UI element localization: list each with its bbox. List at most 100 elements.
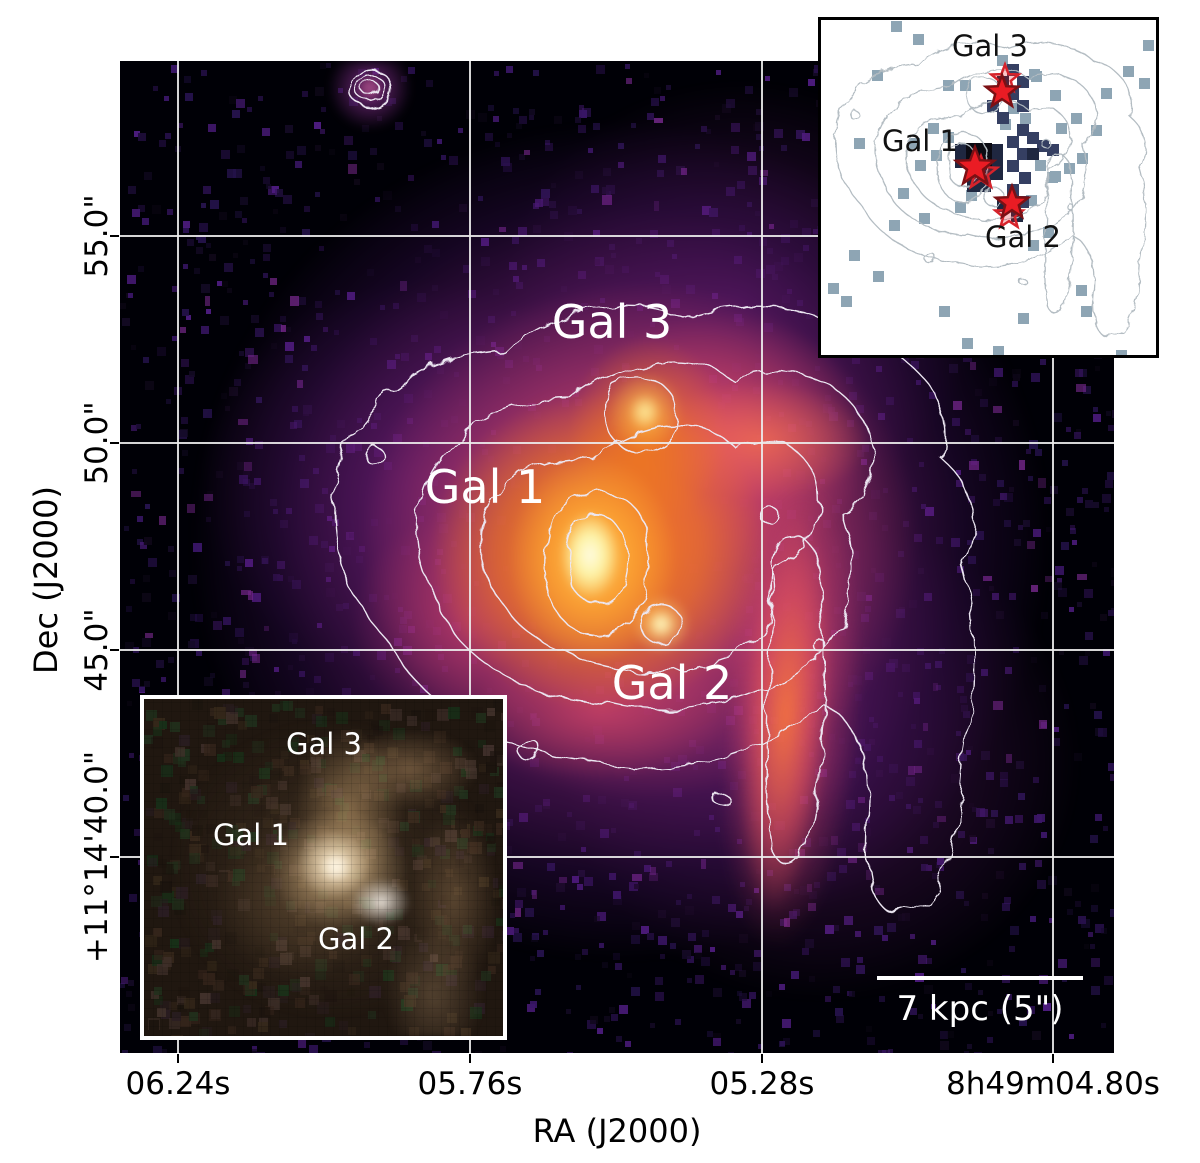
counts-square — [991, 144, 1003, 156]
counts-square — [997, 55, 1008, 66]
counts-square — [1064, 163, 1075, 174]
x-tick-label: 06.24s — [125, 1066, 231, 1102]
x-tick-label: 05.28s — [709, 1066, 815, 1102]
grid-line-vertical — [469, 61, 471, 1053]
counts-square — [1007, 160, 1019, 172]
counts-square — [1017, 76, 1029, 88]
counts-square — [1056, 123, 1067, 134]
star-marker — [982, 71, 1022, 109]
x-axis-title: RA (J2000) — [532, 1112, 702, 1150]
xray-counts-inset: Gal 3 Gal 1 Gal 2 — [818, 17, 1159, 358]
rgb-gal3-annotation: Gal 3 — [286, 727, 362, 761]
counts-square — [1077, 153, 1088, 164]
star-markers-layer — [952, 60, 1032, 230]
y-tick-label: 55.0" — [79, 194, 115, 278]
scale-bar-label: 7 kpc (5") — [896, 989, 1064, 1029]
counts-square — [828, 283, 839, 294]
counts-square — [1031, 71, 1042, 82]
x-tick-label: 05.76s — [417, 1066, 523, 1102]
star-marker — [952, 143, 998, 187]
y-tick-label: 50.0" — [79, 401, 115, 485]
counts-square — [991, 156, 1003, 168]
x-tick-label: 8h49m04.80s — [946, 1066, 1160, 1102]
counts-square — [1000, 119, 1011, 130]
counts-square — [966, 190, 977, 201]
y-tick-label: 45.0" — [79, 608, 115, 692]
counts-square — [931, 150, 942, 161]
counts-square — [891, 21, 902, 32]
counts-square — [1043, 227, 1054, 238]
grid-line-horizontal — [120, 442, 1114, 444]
counts-square — [1027, 132, 1039, 144]
counts-square — [849, 250, 860, 261]
pixelation-overlay — [144, 699, 503, 1036]
counts-square — [919, 213, 930, 224]
gal3-annotation: Gal 3 — [551, 295, 673, 349]
counts-square — [1101, 88, 1112, 99]
counts-square — [1019, 172, 1031, 184]
scale-bar — [877, 976, 1083, 980]
grid-line-horizontal — [120, 856, 1114, 858]
y-tick-mark — [110, 235, 119, 237]
y-tick-label: +11°14'40.0" — [79, 750, 115, 964]
rgb-cutout-inset: Gal 3 Gal 1 Gal 2 — [140, 695, 507, 1040]
counts-square — [1123, 66, 1134, 77]
rgb-galaxies — [144, 699, 503, 1036]
counts-square — [889, 220, 900, 231]
counts-square — [1007, 136, 1019, 148]
counts-square — [1091, 125, 1102, 136]
counts-square — [1017, 124, 1029, 136]
counts-square — [913, 34, 924, 45]
counts-square — [1116, 350, 1127, 355]
gal1-annotation: Gal 1 — [424, 460, 546, 514]
y-tick-mark — [110, 856, 119, 858]
counts-square — [979, 143, 992, 156]
x-tick-mark — [469, 1054, 471, 1063]
x-tick-mark — [177, 1054, 179, 1063]
x-tick-mark — [1052, 1054, 1054, 1063]
y-axis-title: Dec (J2000) — [27, 486, 65, 674]
counts-square — [915, 160, 926, 171]
xray-gal2-annotation: Gal 2 — [985, 220, 1061, 254]
counts-square — [955, 202, 966, 213]
counts-square — [993, 346, 1004, 355]
counts-square — [1081, 306, 1092, 317]
counts-square — [962, 338, 973, 349]
counts-square — [854, 138, 865, 149]
counts-square — [1028, 240, 1039, 251]
counts-square — [1143, 40, 1154, 51]
counts-square — [943, 80, 954, 91]
counts-square — [1020, 113, 1031, 124]
counts-square — [1035, 160, 1046, 171]
counts-square — [872, 70, 883, 81]
xray-gal3-annotation: Gal 3 — [952, 29, 1028, 63]
counts-square — [928, 123, 939, 134]
rgb-gal1-annotation: Gal 1 — [213, 818, 289, 852]
counts-square — [909, 138, 920, 149]
counts-square — [1027, 148, 1039, 160]
counts-square — [1076, 285, 1087, 296]
counts-square — [1050, 90, 1061, 101]
rgb-gal2-annotation: Gal 2 — [318, 922, 394, 956]
counts-square — [1018, 313, 1029, 324]
counts-square — [1047, 172, 1058, 183]
counts-square — [960, 80, 971, 91]
counts-square — [1139, 78, 1150, 89]
y-tick-mark — [110, 649, 119, 651]
grid-line-vertical — [1052, 61, 1054, 1053]
counts-square — [1008, 103, 1019, 114]
grid-line-vertical — [761, 61, 763, 1053]
counts-square — [1026, 195, 1037, 206]
xray-gal1-annotation: Gal 1 — [882, 124, 958, 158]
gal2-annotation: Gal 2 — [611, 656, 733, 710]
x-tick-mark — [761, 1054, 763, 1063]
y-tick-mark — [110, 442, 119, 444]
grid-line-horizontal — [120, 649, 1114, 651]
star-marker — [992, 182, 1032, 220]
counts-square — [939, 306, 950, 317]
counts-square — [1071, 113, 1082, 124]
counts-square — [997, 112, 1009, 124]
grid-line-vertical — [177, 61, 179, 1053]
grid-line-horizontal — [120, 235, 1114, 237]
